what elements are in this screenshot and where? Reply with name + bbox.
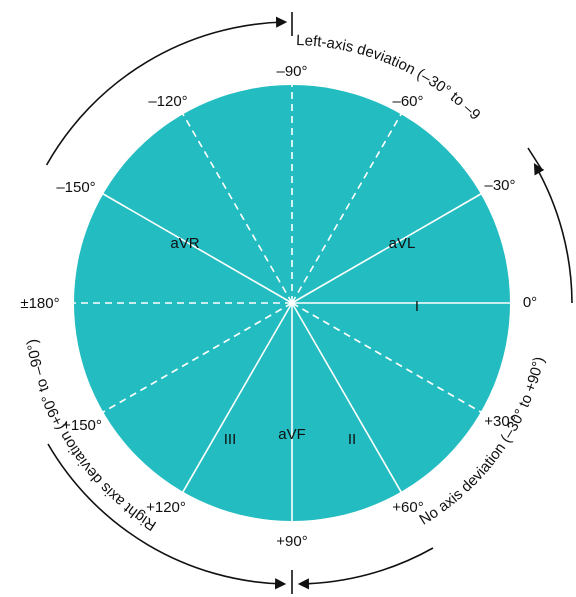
right-deviation-arrow xyxy=(47,443,287,590)
spoke-neg60 xyxy=(291,113,402,304)
degree-label-neg30: –30° xyxy=(484,177,515,194)
lead-label-i: I xyxy=(415,298,419,315)
degree-label-neg90: –90° xyxy=(276,63,307,80)
degree-label-neg120: –120° xyxy=(148,93,187,110)
degree-label-neg150: –150° xyxy=(56,179,95,196)
lead-label-avr: aVR xyxy=(170,235,199,252)
spoke-pos120 xyxy=(182,302,293,493)
degree-label-pos30: +30° xyxy=(484,413,515,430)
normal-deviation-arrow xyxy=(533,163,573,304)
degree-label-pos120: +120° xyxy=(146,499,186,516)
spoke-pos60 xyxy=(291,302,402,493)
spoke-neg30 xyxy=(291,193,482,304)
spoke-pos150 xyxy=(102,302,293,413)
right-range-tick xyxy=(527,147,543,171)
degree-label-pos60: +60° xyxy=(392,499,423,516)
spoke-pos30 xyxy=(291,302,482,413)
left-deviation-arrow xyxy=(45,16,288,166)
lead-axis-lines xyxy=(74,85,510,521)
spoke-neg150 xyxy=(102,193,293,304)
spoke-neg120 xyxy=(182,113,293,304)
normal-deviation-arrow-lower xyxy=(297,547,434,590)
degree-label-pos180: ±180° xyxy=(20,295,59,312)
degree-label-zero: 0° xyxy=(523,294,537,311)
lead-label-ii: II xyxy=(348,431,356,448)
degree-label-pos90: +90° xyxy=(276,533,307,550)
center-point xyxy=(289,300,295,306)
range-arrows xyxy=(45,12,573,594)
lead-label-avl: aVL xyxy=(389,235,416,252)
lead-label-avf: aVF xyxy=(278,426,306,443)
lead-label-iii: III xyxy=(224,431,237,448)
degree-label-pos150: +150° xyxy=(62,417,102,434)
degree-label-neg60: –60° xyxy=(392,93,423,110)
